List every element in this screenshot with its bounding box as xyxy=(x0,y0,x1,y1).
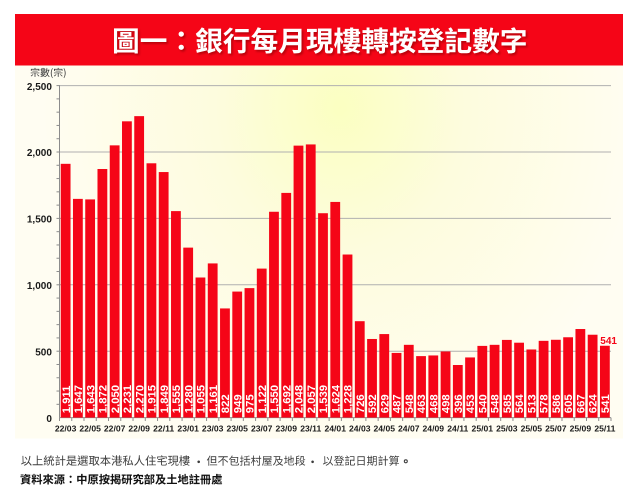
svg-text:2,057: 2,057 xyxy=(306,385,318,413)
svg-text:1,872: 1,872 xyxy=(98,385,110,413)
svg-text:2,500: 2,500 xyxy=(27,82,52,93)
svg-text:25/11: 25/11 xyxy=(594,424,615,434)
svg-text:23/09: 23/09 xyxy=(275,424,297,434)
svg-text:1,849: 1,849 xyxy=(159,385,171,413)
svg-text:498: 498 xyxy=(441,394,453,413)
svg-text:605: 605 xyxy=(563,394,575,413)
svg-text:22/09: 22/09 xyxy=(128,424,150,434)
svg-text:822: 822 xyxy=(220,394,232,413)
svg-text:25/03: 25/03 xyxy=(496,424,518,434)
svg-text:2,048: 2,048 xyxy=(294,385,306,413)
svg-text:25/09: 25/09 xyxy=(570,424,592,434)
svg-text:487: 487 xyxy=(392,394,404,413)
svg-text:2,231: 2,231 xyxy=(122,385,134,413)
svg-text:1,539: 1,539 xyxy=(318,385,330,413)
svg-text:975: 975 xyxy=(245,394,257,413)
svg-text:25/01: 25/01 xyxy=(472,424,494,434)
svg-text:23/01: 23/01 xyxy=(177,424,199,434)
svg-text:24/01: 24/01 xyxy=(324,424,346,434)
svg-text:1,161: 1,161 xyxy=(208,385,220,413)
svg-text:23/07: 23/07 xyxy=(251,424,273,434)
svg-text:2,270: 2,270 xyxy=(134,385,146,413)
svg-text:1,280: 1,280 xyxy=(183,385,195,413)
svg-text:2,000: 2,000 xyxy=(27,148,52,159)
svg-text:1,228: 1,228 xyxy=(343,385,355,413)
svg-text:24/03: 24/03 xyxy=(349,424,371,434)
svg-text:22/07: 22/07 xyxy=(104,424,126,434)
svg-text:468: 468 xyxy=(428,394,440,413)
svg-text:1,692: 1,692 xyxy=(281,385,293,413)
svg-text:22/03: 22/03 xyxy=(55,424,77,434)
svg-text:548: 548 xyxy=(490,394,502,413)
svg-text:1,122: 1,122 xyxy=(257,385,269,413)
svg-text:24/09: 24/09 xyxy=(423,424,445,434)
svg-text:564: 564 xyxy=(514,394,526,414)
svg-text:23/05: 23/05 xyxy=(226,424,248,434)
svg-text:25/05: 25/05 xyxy=(521,424,543,434)
svg-text:24/07: 24/07 xyxy=(398,424,420,434)
svg-text:1,915: 1,915 xyxy=(147,385,159,413)
svg-text:0: 0 xyxy=(46,414,52,425)
svg-text:1,624: 1,624 xyxy=(330,384,342,413)
svg-text:463: 463 xyxy=(416,394,428,413)
svg-text:949: 949 xyxy=(232,394,244,413)
svg-text:396: 396 xyxy=(453,394,465,413)
svg-text:1,000: 1,000 xyxy=(27,281,52,292)
svg-text:23/11: 23/11 xyxy=(300,424,321,434)
svg-text:548: 548 xyxy=(404,394,416,413)
svg-text:22/05: 22/05 xyxy=(79,424,101,434)
svg-text:1,647: 1,647 xyxy=(73,385,85,413)
svg-text:1,643: 1,643 xyxy=(85,385,97,413)
svg-text:1,055: 1,055 xyxy=(196,385,208,413)
svg-text:513: 513 xyxy=(526,394,538,413)
svg-text:667: 667 xyxy=(575,394,587,413)
svg-text:541: 541 xyxy=(600,394,612,413)
svg-text:585: 585 xyxy=(502,394,514,413)
svg-text:1,500: 1,500 xyxy=(27,215,52,226)
svg-text:541: 541 xyxy=(600,336,617,347)
svg-text:726: 726 xyxy=(355,394,367,413)
svg-text:23/03: 23/03 xyxy=(202,424,224,434)
svg-text:24/11: 24/11 xyxy=(447,424,468,434)
svg-text:24/05: 24/05 xyxy=(374,424,396,434)
svg-text:540: 540 xyxy=(477,394,489,413)
svg-text:578: 578 xyxy=(539,394,551,413)
svg-text:1,550: 1,550 xyxy=(269,385,281,413)
svg-text:22/11: 22/11 xyxy=(153,424,174,434)
svg-text:1,555: 1,555 xyxy=(171,385,183,413)
svg-text:586: 586 xyxy=(551,394,563,413)
svg-text:500: 500 xyxy=(35,347,52,358)
svg-text:25/07: 25/07 xyxy=(545,424,567,434)
svg-text:2,050: 2,050 xyxy=(110,385,122,413)
svg-text:629: 629 xyxy=(379,394,391,413)
svg-text:1,911: 1,911 xyxy=(61,386,73,414)
svg-text:592: 592 xyxy=(367,394,379,413)
svg-text:453: 453 xyxy=(465,394,477,413)
svg-text:624: 624 xyxy=(588,394,600,414)
